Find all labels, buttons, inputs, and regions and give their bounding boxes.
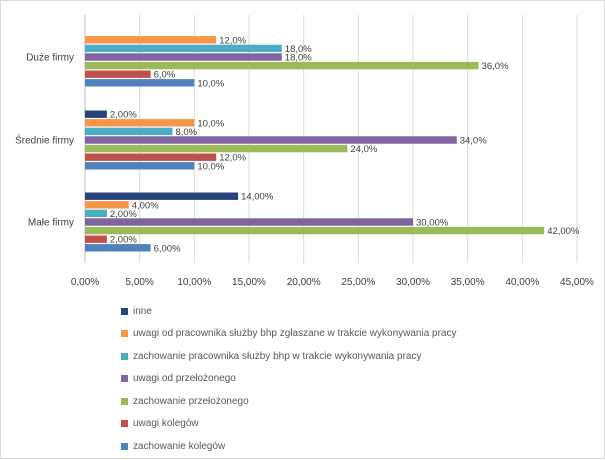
data-label: 8,0% xyxy=(175,127,197,138)
bar xyxy=(85,235,107,243)
data-label: 14,00% xyxy=(241,192,274,203)
x-tick-label: 30,00% xyxy=(396,277,430,288)
category-label: Średnie firmy xyxy=(15,134,74,147)
bar xyxy=(85,79,195,87)
bar xyxy=(85,201,129,209)
data-label: 6,00% xyxy=(154,243,181,254)
legend-item: zachowanie kolegów xyxy=(121,435,457,458)
legend-swatch xyxy=(121,442,128,450)
legend-item: inne xyxy=(121,300,457,323)
x-tick-label: 20,00% xyxy=(287,277,321,288)
legend-swatch xyxy=(121,397,128,405)
bar xyxy=(85,36,217,44)
data-label: 12,0% xyxy=(219,153,246,164)
data-label: 36,0% xyxy=(482,61,509,72)
x-tick-label: 0,00% xyxy=(71,277,99,288)
legend-label: zachowanie przełożonego xyxy=(133,395,249,407)
bar xyxy=(85,162,195,170)
x-tick-label: 5,00% xyxy=(125,277,153,288)
bar xyxy=(85,226,545,235)
legend-item: uwagi od przełożonego xyxy=(121,368,457,391)
data-label: 2,00% xyxy=(110,110,137,121)
data-label: 34,0% xyxy=(460,136,487,147)
bar xyxy=(85,218,413,226)
bar xyxy=(85,209,107,218)
bar xyxy=(85,70,151,78)
legend-swatch xyxy=(121,420,128,428)
bar xyxy=(85,53,282,61)
bar xyxy=(85,44,282,53)
legend-item: uwagi kolegów xyxy=(121,413,457,436)
bar xyxy=(85,110,107,118)
data-label: 2,00% xyxy=(110,209,137,220)
chart-legend: inne uwagi od pracownika służby bhp zgłas… xyxy=(121,300,457,458)
legend-label: uwagi od przełożonego xyxy=(133,373,236,385)
bar xyxy=(85,119,195,127)
bar xyxy=(85,136,457,144)
category-label: Małe firmy xyxy=(28,218,74,229)
data-label: 4,00% xyxy=(132,200,159,211)
legend-label: inne xyxy=(133,305,152,317)
x-tick-label: 45,00% xyxy=(560,277,594,288)
data-label: 42,00% xyxy=(547,226,580,237)
data-label: 10,0% xyxy=(197,118,224,129)
legend-label: uwagi od pracownika służby bhp zgłaszane… xyxy=(133,328,457,340)
legend-swatch xyxy=(121,375,128,383)
legend-swatch xyxy=(121,307,128,315)
data-label: 18,0% xyxy=(285,44,312,55)
x-tick-label: 15,00% xyxy=(232,277,266,288)
bar xyxy=(85,144,348,153)
data-label: 30,00% xyxy=(416,218,449,229)
data-label: 12,0% xyxy=(219,35,246,46)
data-label: 18,0% xyxy=(285,53,312,64)
bar xyxy=(85,127,173,136)
data-label: 24,0% xyxy=(350,144,377,155)
data-label: 10,0% xyxy=(197,161,224,172)
bar xyxy=(85,244,151,252)
bar xyxy=(85,192,239,200)
x-tick-label: 40,00% xyxy=(505,277,539,288)
legend-item: uwagi od pracownika służby bhp zgłaszane… xyxy=(121,323,457,346)
legend-label: zachowanie kolegów xyxy=(133,440,226,452)
x-tick-label: 25,00% xyxy=(341,277,375,288)
legend-label: uwagi kolegów xyxy=(133,418,199,430)
legend-label: zachowanie pracownika służby bhp w trakc… xyxy=(133,350,422,362)
data-label: 10,0% xyxy=(197,78,224,89)
category-label: Duże firmy xyxy=(26,53,74,64)
legend-item: zachowanie przełożonego xyxy=(121,390,457,413)
x-tick-label: 35,00% xyxy=(451,277,485,288)
bar xyxy=(85,61,479,70)
data-label: 6,0% xyxy=(154,70,176,81)
legend-swatch xyxy=(121,330,128,338)
x-tick-label: 10,00% xyxy=(177,277,211,288)
legend-item: zachowanie pracownika służby bhp w trakc… xyxy=(121,345,457,368)
bar xyxy=(85,153,217,161)
legend-swatch xyxy=(121,352,128,360)
data-label: 2,00% xyxy=(110,235,137,246)
